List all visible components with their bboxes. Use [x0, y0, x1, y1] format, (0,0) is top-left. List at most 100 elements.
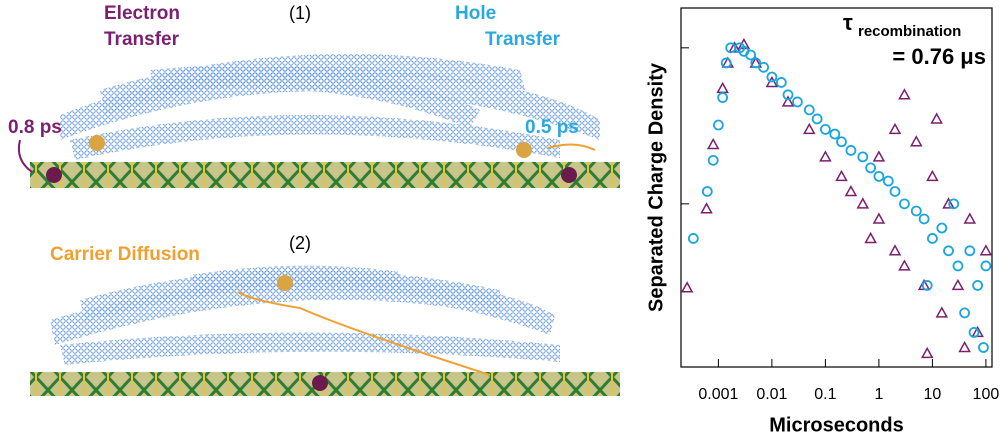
x-tick-label: 10	[924, 386, 942, 403]
label: Electron	[104, 3, 180, 24]
point	[952, 260, 964, 272]
point	[856, 197, 870, 209]
point	[958, 340, 971, 353]
point	[959, 307, 971, 319]
point	[716, 81, 729, 94]
point	[948, 198, 960, 210]
point	[680, 281, 694, 293]
point	[972, 280, 984, 291]
x-tick-label: 1	[874, 386, 883, 403]
point	[765, 75, 779, 88]
point	[898, 259, 911, 271]
x-tick-label: 100	[973, 386, 1000, 403]
point	[872, 212, 886, 224]
point	[943, 245, 954, 257]
point	[728, 41, 741, 53]
x-tick-label: 0.1	[814, 386, 836, 403]
point	[921, 280, 933, 291]
electron-arrow	[17, 139, 33, 173]
point	[899, 198, 910, 210]
point	[717, 92, 729, 103]
point	[980, 260, 992, 272]
point	[720, 57, 732, 69]
point	[910, 205, 922, 217]
point	[889, 186, 901, 197]
x-tick-label: 0.001	[698, 386, 738, 403]
chart: 0.001 0.01 0.1 1 10 100 Microseconds Separated …	[645, 7, 1000, 436]
point	[978, 342, 989, 353]
point	[936, 222, 948, 234]
panel-label: (1)	[289, 3, 311, 23]
label: 0.8 ps	[8, 117, 62, 138]
point	[803, 122, 816, 135]
point	[888, 244, 902, 256]
point	[865, 162, 877, 174]
point	[930, 112, 943, 124]
illustration: Electron Transfer Hole Transfer 0.8 ps 0…	[8, 3, 620, 396]
point	[927, 233, 938, 244]
annotation: τ	[843, 10, 853, 35]
point	[864, 231, 877, 244]
diffusion-arrow	[237, 291, 491, 376]
panel-2-tubes	[50, 265, 560, 365]
point	[898, 88, 911, 100]
point	[758, 61, 770, 73]
point	[888, 122, 902, 135]
y-axis-label: Separated Charge Density	[645, 62, 667, 312]
point	[712, 119, 724, 131]
point	[951, 278, 965, 291]
point	[920, 346, 934, 359]
point	[745, 49, 757, 61]
electron	[46, 167, 62, 183]
point	[882, 175, 894, 187]
point	[775, 77, 787, 88]
point	[918, 213, 930, 225]
point	[873, 170, 885, 182]
point	[766, 71, 778, 83]
point	[706, 137, 720, 150]
hole	[516, 142, 532, 158]
electron	[312, 375, 328, 391]
label: Carrier Diffusion	[50, 244, 200, 265]
point	[935, 306, 949, 318]
point	[963, 212, 977, 224]
panel-label: (2)	[289, 233, 311, 253]
point	[964, 245, 976, 257]
electron	[561, 167, 577, 183]
annotation: = 0.76 μs	[892, 44, 986, 69]
panel-1-tubes	[60, 54, 600, 160]
point	[792, 96, 803, 108]
point	[829, 128, 841, 140]
point	[707, 154, 719, 166]
point	[836, 136, 847, 148]
label: Transfer	[485, 29, 561, 50]
point	[942, 197, 955, 209]
point	[926, 169, 939, 182]
point	[910, 135, 923, 147]
label: 0.5 ps	[525, 117, 579, 138]
point	[811, 113, 823, 125]
point	[979, 244, 993, 256]
point	[857, 151, 869, 163]
label: Hole	[455, 3, 496, 24]
point	[701, 186, 713, 197]
hole	[89, 135, 105, 151]
annotation: recombination	[858, 23, 961, 40]
point	[872, 150, 886, 162]
point	[750, 57, 762, 69]
point	[687, 233, 699, 244]
point	[819, 150, 832, 162]
hole-arrow	[547, 143, 596, 151]
point	[845, 145, 857, 156]
hole	[277, 275, 293, 291]
plot-frame	[680, 7, 993, 368]
label: Transfer	[104, 29, 180, 50]
x-tick-label: 0.01	[756, 386, 787, 403]
substrate	[30, 162, 620, 188]
point	[844, 184, 858, 197]
point	[819, 124, 831, 135]
point	[968, 326, 980, 338]
point	[835, 169, 848, 182]
point	[782, 89, 794, 101]
